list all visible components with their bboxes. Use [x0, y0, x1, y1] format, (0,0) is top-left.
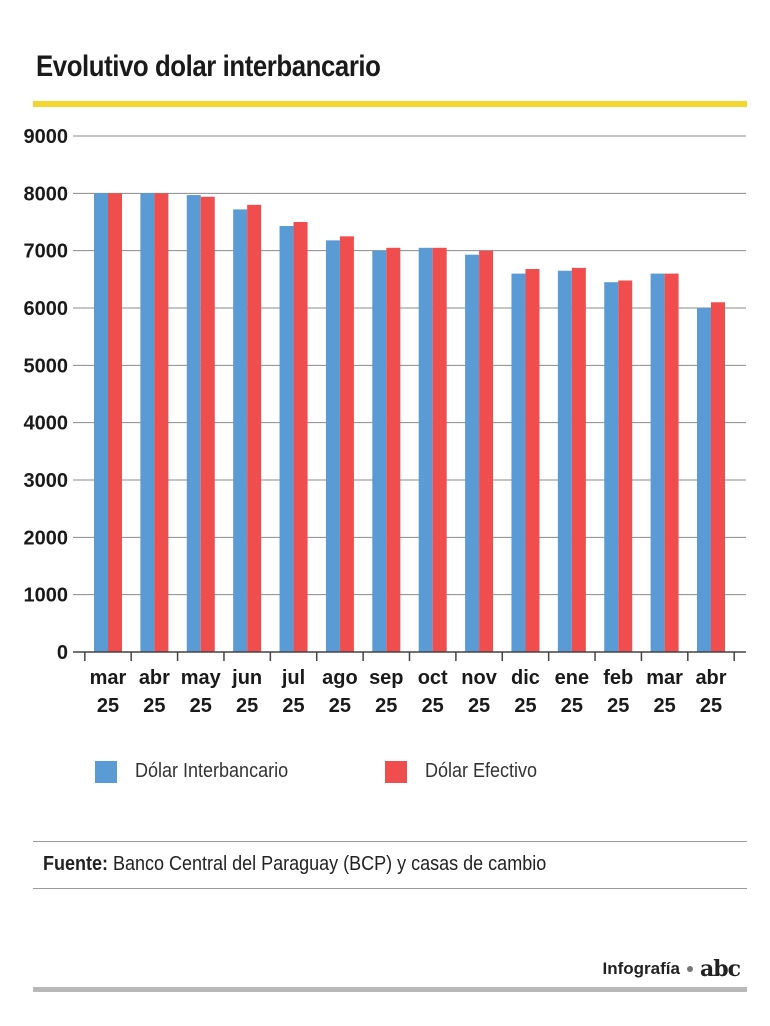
x-tick-label: 25	[236, 695, 258, 717]
y-tick-label: 1000	[24, 585, 69, 607]
bar-efectivo	[293, 222, 308, 652]
bar-efectivo	[525, 269, 540, 652]
x-tick-label: 25	[700, 695, 722, 717]
bar-efectivo	[571, 267, 586, 652]
bar-efectivo	[247, 204, 262, 653]
x-tick-label: oct	[418, 667, 448, 689]
credit-dot	[686, 966, 693, 972]
x-tick-label: sep	[369, 667, 403, 689]
bar-interbancario	[418, 247, 433, 653]
bar-interbancario	[325, 240, 340, 652]
y-tick-label: 5000	[24, 355, 69, 377]
credit: Infografía abc	[602, 956, 742, 982]
y-tick-label: 3000	[24, 470, 69, 492]
y-tick-label: 7000	[24, 241, 69, 263]
x-tick-label: 25	[329, 695, 351, 717]
x-tick-label: jun	[231, 667, 262, 689]
x-tick-label: jul	[281, 667, 305, 689]
bar-interbancario	[233, 209, 248, 652]
bar-efectivo	[154, 193, 169, 652]
x-tick-label: abr	[139, 667, 170, 689]
legend-item-interbancario: Dólar Interbancario	[95, 760, 305, 783]
grid-lines	[73, 135, 746, 596]
x-tick-label: 25	[607, 695, 629, 717]
chart-title: Evolutivo dolar interbancario	[36, 50, 381, 83]
legend: Dólar Interbancario Dólar Efectivo	[0, 760, 770, 790]
x-tick-label: mar	[90, 667, 127, 689]
source-label: Fuente:	[43, 853, 108, 875]
x-tick-label: feb	[603, 667, 633, 689]
y-tick-label: 8000	[24, 183, 69, 205]
y-tick-label: 6000	[24, 298, 69, 320]
x-tick-label: 25	[422, 695, 444, 717]
x-tick-label: may	[181, 667, 222, 689]
x-tick-label: 25	[653, 695, 675, 717]
bar-efectivo	[200, 196, 215, 653]
x-tick-label: 25	[97, 695, 119, 717]
x-tick-label: 25	[514, 695, 536, 717]
bar-chart: 0 1000 2000 3000 4000 5000 6000 7000 8000 9000 ma…	[24, 126, 746, 717]
bar-interbancario	[511, 273, 526, 652]
abc-logo: abc	[699, 956, 741, 982]
x-tick-label: nov	[461, 667, 497, 689]
bars	[94, 193, 725, 653]
bar-interbancario	[372, 250, 387, 652]
bar-interbancario	[697, 308, 711, 652]
bar-interbancario	[94, 193, 108, 652]
x-tick-label: 25	[561, 695, 583, 717]
bar-efectivo	[479, 250, 494, 652]
bar-efectivo	[339, 236, 354, 652]
bar-interbancario	[186, 195, 201, 652]
title-accent-rule	[33, 101, 747, 107]
x-tick-label: 25	[143, 695, 165, 717]
x-tick-label: 25	[468, 695, 490, 717]
bar-efectivo	[664, 273, 679, 652]
legend-swatch-interbancario	[95, 760, 117, 783]
legend-label-efectivo: Dólar Efectivo	[425, 760, 538, 782]
bar-interbancario	[604, 282, 619, 652]
legend-item-efectivo: Dólar Efectivo	[385, 760, 550, 783]
bar-efectivo	[386, 247, 401, 653]
source-note: Fuente: Banco Central del Paraguay (BCP)…	[43, 853, 546, 876]
source-top-rule	[33, 841, 747, 842]
x-tick-label: abr	[695, 667, 726, 689]
x-tick-label: ene	[555, 667, 589, 689]
credit-label: Infografía	[602, 959, 680, 978]
x-tick-label: mar	[646, 667, 683, 689]
y-tick-label: 0	[57, 642, 68, 664]
bar-interbancario	[140, 193, 155, 652]
bar-efectivo	[618, 280, 633, 652]
bar-interbancario	[279, 226, 294, 652]
x-tick-label: 25	[190, 695, 212, 717]
bar-efectivo	[432, 247, 447, 653]
y-axis-ticks: 0 1000 2000 3000 4000 5000 6000 7000 8000 9000	[24, 126, 69, 664]
y-tick-label: 9000	[24, 126, 69, 148]
legend-label-interbancario: Dólar Interbancario	[135, 760, 289, 782]
x-axis-ticks: mar 25 abr 25 may 25 jun 25 jul 25 ago 25 sep 25 oct 25…	[84, 652, 735, 717]
legend-swatch-efectivo	[385, 760, 407, 783]
source-text: Banco Central del Paraguay (BCP) y casas…	[107, 853, 547, 875]
bar-interbancario	[557, 270, 572, 652]
x-tick-label: dic	[511, 667, 540, 689]
x-tick-label: 25	[375, 695, 397, 717]
x-tick-label: ago	[322, 667, 358, 689]
bar-interbancario	[650, 273, 665, 652]
y-tick-label: 2000	[24, 527, 69, 549]
source-bottom-rule	[33, 888, 747, 889]
y-tick-label: 4000	[24, 413, 69, 435]
bar-efectivo	[711, 302, 725, 652]
bar-efectivo	[108, 193, 122, 652]
bar-interbancario	[465, 254, 480, 652]
footer-rule	[33, 987, 747, 992]
x-tick-label: 25	[282, 695, 304, 717]
